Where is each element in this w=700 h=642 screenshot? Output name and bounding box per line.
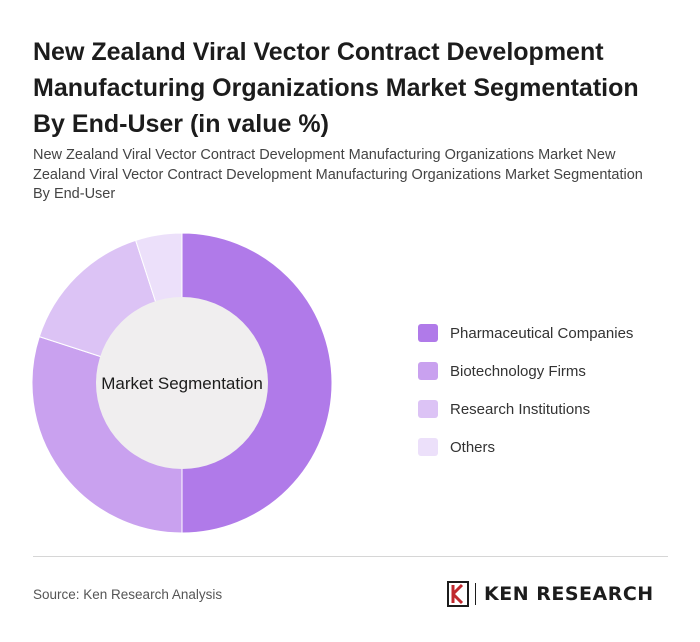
source-note: Source: Ken Research Analysis	[33, 587, 223, 602]
legend-swatch	[418, 438, 438, 456]
legend-swatch	[418, 362, 438, 380]
legend-label: Pharmaceutical Companies	[450, 324, 634, 342]
donut-hole	[96, 297, 268, 469]
divider	[33, 556, 668, 557]
legend-item: Pharmaceutical Companies	[418, 314, 633, 352]
brand-name: KEN RESEARCH	[484, 583, 654, 605]
legend-label: Research Institutions	[450, 400, 591, 418]
legend: Pharmaceutical Companies Biotechnology Fi…	[418, 314, 633, 466]
brand-logo: KEN RESEARCH	[447, 581, 654, 607]
legend-swatch	[418, 400, 438, 418]
legend-swatch	[418, 324, 438, 342]
brand-separator	[475, 583, 476, 605]
brand-mark-icon	[447, 581, 469, 607]
donut-chart: Market Segmentation	[31, 232, 333, 534]
legend-label: Others	[450, 438, 496, 456]
chart-title: New Zealand Viral Vector Contract Develo…	[33, 38, 639, 138]
legend-item: Others	[418, 428, 633, 466]
legend-label: Biotechnology Firms	[450, 362, 586, 380]
chart-subtitle: New Zealand Viral Vector Contract Develo…	[33, 147, 643, 202]
legend-item: Biotechnology Firms	[418, 352, 633, 390]
center-label: Market Segmentation	[101, 374, 263, 393]
legend-item: Research Institutions	[418, 390, 633, 428]
